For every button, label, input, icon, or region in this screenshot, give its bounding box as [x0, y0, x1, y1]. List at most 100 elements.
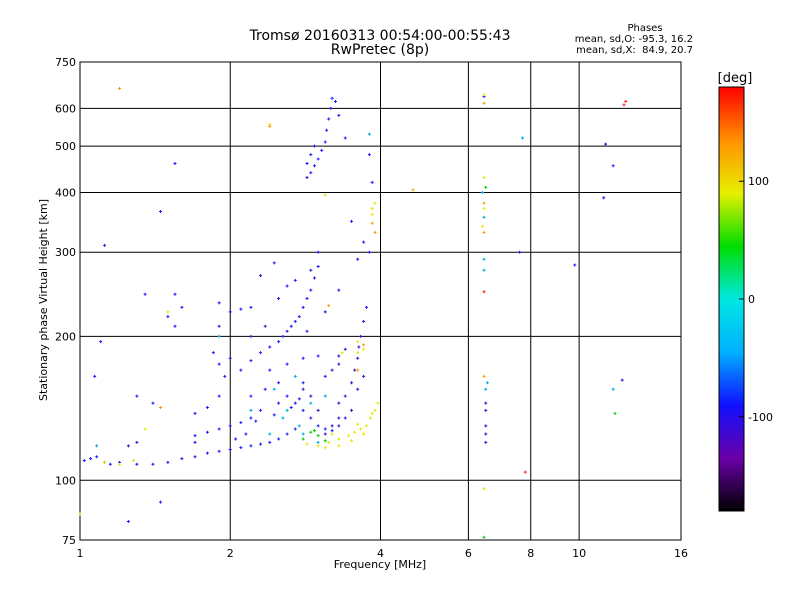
data-point	[249, 359, 253, 363]
data-point	[365, 424, 369, 428]
data-point	[281, 334, 285, 338]
data-point	[362, 432, 366, 436]
data-point	[268, 368, 272, 372]
data-point	[305, 442, 309, 446]
data-point	[297, 315, 301, 319]
data-point	[343, 394, 347, 398]
data-point	[293, 427, 297, 431]
data-point	[301, 437, 305, 441]
data-point	[353, 368, 357, 372]
data-point	[217, 394, 221, 398]
data-point	[151, 401, 155, 405]
data-point	[159, 405, 163, 409]
data-point	[482, 207, 486, 211]
data-point	[180, 457, 184, 461]
data-point	[484, 408, 488, 412]
data-point	[205, 405, 209, 409]
data-point	[316, 250, 320, 254]
data-point	[356, 387, 360, 391]
x-tick-label: 2	[227, 547, 234, 560]
data-point	[309, 430, 313, 434]
data-point	[359, 427, 363, 431]
data-point	[340, 351, 344, 355]
data-point	[350, 439, 354, 443]
data-point	[622, 103, 626, 107]
data-point	[301, 305, 305, 309]
y-tick-label: 750	[55, 56, 76, 69]
data-point	[356, 351, 360, 355]
data-point	[309, 171, 313, 175]
data-point	[323, 432, 327, 436]
chart-subtitle: RwPretec (8p)	[331, 42, 429, 58]
y-tick-label: 600	[55, 102, 76, 115]
data-point	[356, 340, 360, 344]
data-point	[143, 292, 147, 296]
data-point	[602, 196, 606, 200]
data-point	[217, 427, 221, 431]
data-point	[305, 297, 309, 301]
data-point	[611, 387, 615, 391]
data-point	[82, 458, 86, 462]
data-point	[193, 455, 197, 459]
data-point	[205, 430, 209, 434]
data-point	[309, 268, 313, 272]
data-point	[367, 153, 371, 157]
data-point	[143, 427, 147, 431]
data-point	[482, 101, 486, 105]
data-point	[484, 432, 488, 436]
data-point	[323, 439, 327, 443]
data-point	[259, 274, 263, 278]
data-point	[239, 446, 243, 450]
data-point	[234, 437, 238, 441]
data-point	[316, 157, 320, 161]
data-point	[520, 136, 524, 140]
y-tick-label: 200	[55, 330, 76, 343]
y-tick-label: 400	[55, 186, 76, 199]
data-point	[135, 462, 139, 466]
data-point	[108, 462, 112, 466]
data-point	[367, 250, 371, 254]
data-point	[312, 144, 316, 148]
data-point	[362, 374, 366, 378]
data-point	[373, 201, 377, 205]
x-tick-label: 1	[77, 547, 84, 560]
data-point	[323, 140, 327, 144]
data-point	[293, 319, 297, 323]
data-point	[333, 100, 337, 104]
data-point	[343, 416, 347, 420]
data-point	[118, 462, 122, 466]
x-tick-label: 10	[572, 547, 586, 560]
data-point	[126, 519, 130, 523]
data-point	[166, 315, 170, 319]
y-tick-label: 300	[55, 246, 76, 259]
data-point	[285, 329, 289, 333]
data-point	[316, 354, 320, 358]
data-point	[362, 240, 366, 244]
data-point	[118, 87, 122, 91]
y-tick-label: 100	[55, 474, 76, 487]
data-point	[323, 427, 327, 431]
data-point	[362, 343, 366, 347]
data-point	[277, 340, 281, 344]
data-point	[373, 408, 377, 412]
data-point	[305, 175, 309, 179]
x-axis-label: Frequency [MHz]	[334, 558, 426, 571]
stats-heading: Phases	[627, 23, 662, 34]
data-point	[135, 394, 139, 398]
data-point	[482, 487, 486, 491]
data-point	[228, 310, 232, 314]
data-point	[135, 440, 139, 444]
data-point	[205, 451, 209, 455]
data-point	[309, 288, 313, 292]
data-point	[173, 292, 177, 296]
data-point	[259, 442, 263, 446]
data-point	[323, 310, 327, 314]
data-point	[312, 276, 316, 280]
x-tick-label: 6	[465, 547, 472, 560]
data-point	[482, 175, 486, 179]
data-point	[228, 356, 232, 360]
data-point	[249, 394, 253, 398]
data-point	[320, 148, 324, 152]
data-point	[239, 421, 243, 425]
